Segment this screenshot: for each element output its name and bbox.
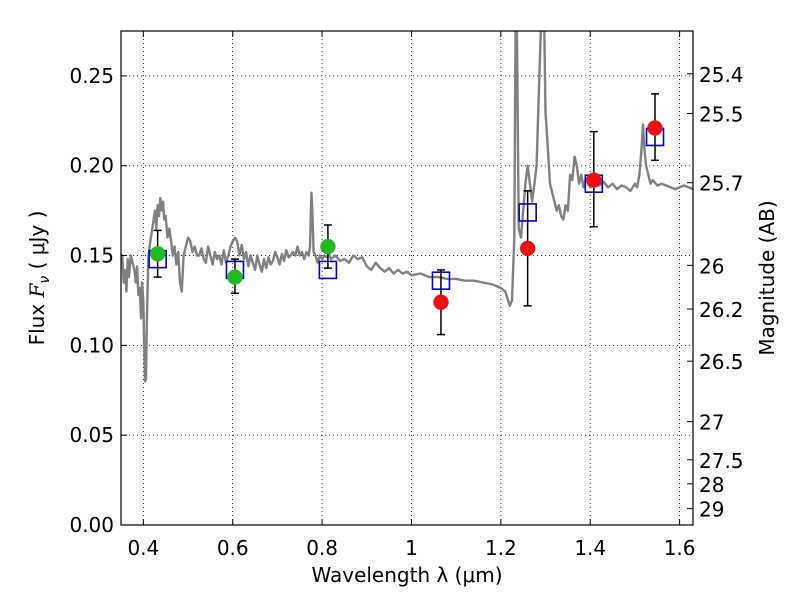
x-tick-label: 1.2 [485,536,517,560]
y-axis-label-prefix: Flux [25,297,49,345]
observed-point-green [320,238,336,255]
observed-point-red [586,172,602,188]
magnitude-tick-label: 27 [699,411,724,435]
x-tick-label: 1.4 [574,536,606,560]
observed-points [149,120,663,311]
observed-point-red [647,120,663,136]
y-tick-label: 0.10 [69,333,114,357]
y-axis-label-suffix: ( μJy ) [25,211,49,276]
y-axis-label-var: F [25,282,49,298]
plot-frame [120,30,694,526]
magnitude-tick-label: 26.5 [699,350,744,374]
x-tick-label: 1 [405,536,418,560]
magnitude-tick-label: 26 [699,254,724,278]
x-tick-label: 1.6 [664,536,696,560]
y-tick-label: 0.05 [69,423,114,447]
x-tick-label: 0.4 [127,536,159,560]
magnitude-axis-label: Magnitude (AB) [755,200,779,355]
model-spectrum-line [121,31,693,383]
magnitude-tick-label: 25.4 [699,63,744,87]
magnitude-tick-label: 29 [699,498,724,522]
magnitude-tick-label: 27.5 [699,449,744,473]
x-axis-label: Wavelength λ (μm) [311,563,502,587]
y-tick-label: 0.15 [69,244,114,268]
y-axis-label-sub: ν [37,276,53,284]
plot-background [121,31,693,525]
y-tick-label: 0.00 [69,513,114,537]
magnitude-tick-label: 25.5 [699,102,744,126]
magnitude-tick-label: 25.7 [699,172,744,196]
y-tick-label: 0.20 [69,154,114,178]
y-axis: 0.00 0.05 0.10 0.15 0.20 0.25 [69,64,127,537]
x-axis: 0.4 0.6 0.8 1 1.2 1.4 1.6 [127,31,696,560]
observed-point-red [519,240,536,257]
y-axis-label: Flux Fν ( μJy ) [25,211,53,346]
observed-point-green [149,245,166,262]
x-tick-label: 0.8 [306,536,338,560]
grid [121,31,693,525]
observed-point-green [227,269,243,285]
y-tick-label: 0.25 [69,64,114,88]
plot-area [121,31,693,383]
magnitude-tick-label: 26.2 [699,298,744,322]
observed-point-red [433,294,449,311]
x-tick-label: 0.6 [217,536,249,560]
magnitude-tick-label: 28 [699,473,724,497]
